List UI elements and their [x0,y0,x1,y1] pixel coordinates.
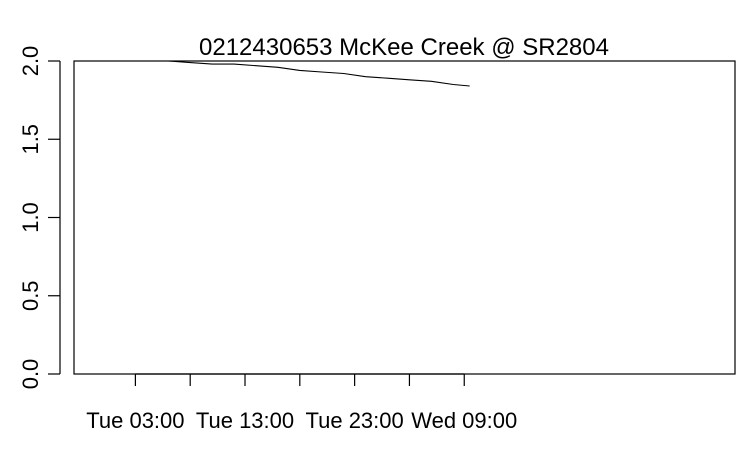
y-tick-label: 2.0 [18,46,43,77]
y-tick-label: 1.5 [18,124,43,155]
x-tick-label: Wed 09:00 [411,408,517,433]
plot-area-box [73,60,736,375]
x-tick-label: Tue 03:00 [86,408,184,433]
x-tick-label: Tue 13:00 [196,408,294,433]
x-tick-label: Tue 23:00 [305,408,403,433]
y-tick-label: 1.0 [18,202,43,233]
chart-title: 0212430653 McKee Creek @ SR2804 [199,34,609,61]
y-tick-label: 0.0 [18,359,43,390]
x-axis: Tue 03:00 Tue 13:00 Tue 23:00 Wed 09:00 [86,373,517,433]
series-line [146,60,470,87]
y-tick-label: 0.5 [18,280,43,311]
series-layer [146,60,470,87]
y-axis: 0.0 0.5 1.0 1.5 2.0 [18,46,61,390]
